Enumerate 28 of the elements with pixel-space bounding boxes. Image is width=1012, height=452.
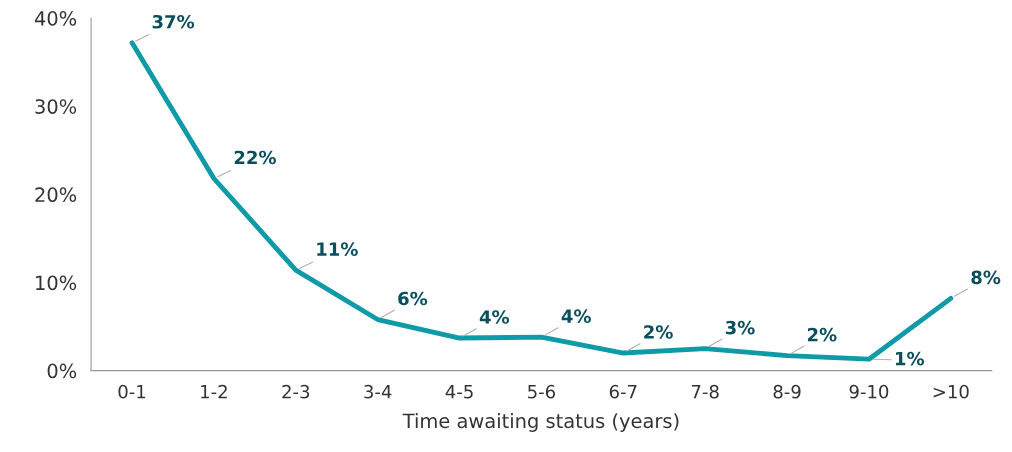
data-label: 1% [895, 351, 925, 366]
y-tick-label: 20% [35, 187, 77, 203]
x-tick-label: 1-2 [201, 384, 227, 399]
data-label: 37% [152, 14, 195, 29]
x-tick-label: 9-10 [849, 384, 889, 399]
x-tick-label: 0-1 [118, 384, 146, 399]
x-tick-label: 2-3 [282, 384, 310, 399]
data-label: 11% [317, 242, 358, 256]
x-axis-title: Time awaiting status (years) [402, 413, 679, 432]
data-label: 2% [807, 327, 837, 342]
x-tick-label: 8-9 [773, 384, 801, 399]
x-tick-label: 5-6 [528, 384, 556, 399]
x-tick-label: 4-5 [445, 385, 473, 399]
data-label: 4% [479, 310, 510, 324]
data-label: 2% [644, 325, 673, 339]
data-label: 3% [725, 320, 755, 335]
x-tick-label: 3-4 [364, 384, 392, 399]
y-tick-label: 10% [36, 275, 77, 291]
data-label: 8% [971, 270, 1001, 285]
data-label: 4% [561, 309, 591, 323]
y-tick-label: 30% [35, 99, 77, 114]
x-tick-label: >10 [933, 384, 969, 399]
data-label: 6% [398, 291, 428, 306]
y-tick-label: 0% [47, 363, 77, 379]
x-tick-label: 7-8 [691, 384, 719, 399]
x-tick-label: 6-7 [609, 384, 637, 399]
data-label: 22% [234, 150, 276, 165]
y-tick-label: 40% [34, 11, 77, 26]
